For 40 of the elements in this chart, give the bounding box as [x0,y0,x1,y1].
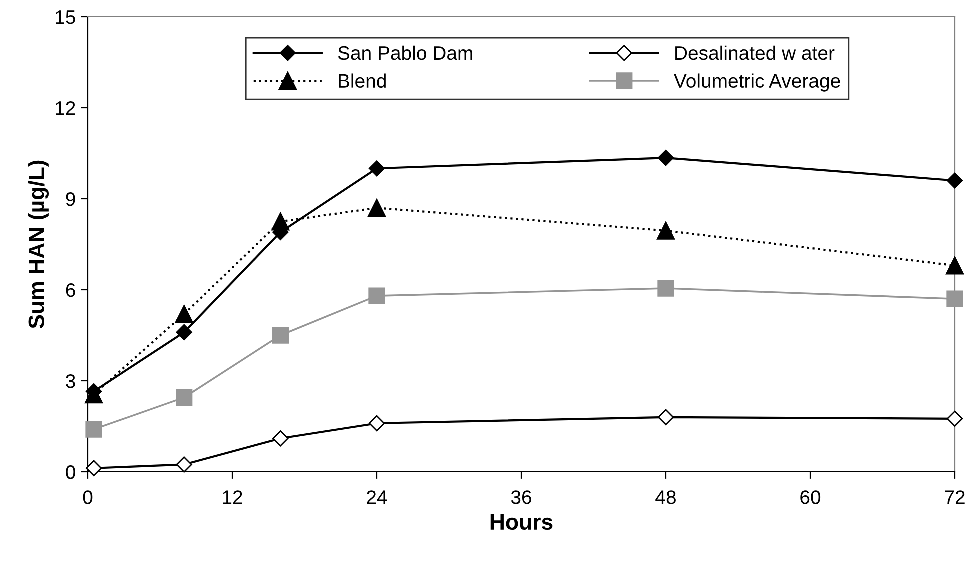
point [368,415,386,432]
point [946,290,964,308]
point [272,327,289,344]
x-tick-label: 24 [367,490,388,504]
y-tick-label: 3 [66,374,76,388]
x-axis-title: Hours [490,514,553,530]
x-tick-label: 72 [945,490,965,504]
point [86,460,102,476]
x-tick-label: 60 [800,490,821,504]
legend-label: Volumetric Average [674,74,840,92]
y-tick-label: 6 [66,283,76,298]
y-tick-label: 15 [56,10,76,24]
x-tick-label: 0 [83,490,93,504]
point [658,280,674,297]
legend-label: Desalinated w ater [676,46,835,60]
point [176,389,193,406]
point [946,410,964,427]
x-tick-label: 12 [223,490,242,504]
y-tick-label: 9 [66,192,76,206]
point [368,199,386,218]
point [658,409,674,426]
y-axis-title: Sum HAN (µg/L) [28,160,50,329]
point [86,421,102,438]
point [656,222,676,240]
point [175,305,194,324]
legend-label: Blend [339,74,386,88]
point [946,172,964,189]
point [176,456,192,473]
point [946,256,964,275]
legend-label: San Pablo Dam [338,46,472,60]
x-tick-label: 48 [656,490,676,504]
y-tick-label: 0 [66,465,76,480]
point [272,430,289,447]
point [272,212,290,231]
point [658,150,674,166]
point [368,160,386,177]
point [368,288,386,304]
x-tick-label: 36 [511,490,532,504]
y-tick-label: 12 [56,101,76,116]
point [176,324,192,341]
